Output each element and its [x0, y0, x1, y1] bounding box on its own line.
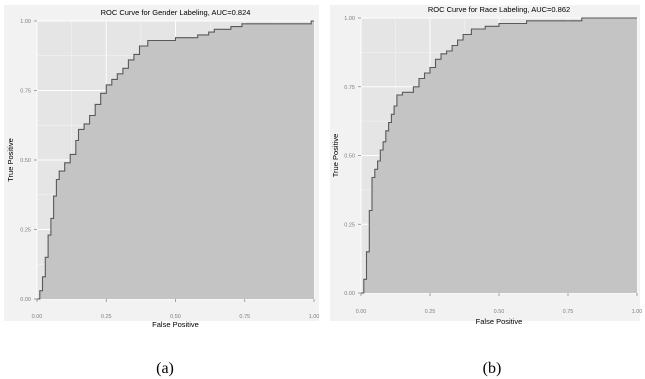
figure-caption: (a) — [156, 360, 174, 377]
chart-gender-roc: 0.00 0.25 0.50 0.75 1.00 0.00 0.25 0.50 0.75 1.00… — [4, 5, 319, 377]
chart-race-roc: 0.00 0.25 0.50 0.75 1.00 0.00 0.25 0.50 0.75 1.00… — [330, 5, 642, 377]
roc-curve — [361, 17, 637, 294]
chart-title: ROC Curve for Race Labeling, AUC=0.862 — [428, 5, 570, 14]
x-tick-label: 0.00 — [356, 309, 367, 315]
x-axis-label: False Positive — [152, 320, 199, 329]
y-tick-label: 1.00 — [20, 19, 31, 25]
x-tick-label: 0.50 — [494, 309, 505, 315]
x-axis-label: False Positive — [476, 317, 523, 326]
roc-area — [361, 18, 637, 293]
y-tick-label: 0.00 — [20, 297, 31, 303]
y-axis-label: True Positive — [331, 134, 340, 178]
y-tick-label: 0.75 — [344, 85, 355, 91]
x-tick-label: 0.75 — [563, 309, 574, 315]
y-tick-label: 0.00 — [344, 291, 355, 297]
y-tick-label: 0.50 — [20, 158, 31, 164]
x-tick-label: 0.00 — [32, 314, 43, 320]
y-tick-label: 0.25 — [20, 228, 31, 234]
roc-area — [37, 21, 314, 299]
x-tick-label: 0.75 — [239, 314, 250, 320]
roc-curve — [37, 20, 314, 300]
chart-title: ROC Curve for Gender Labeling, AUC=0.824 — [101, 8, 251, 17]
x-tick-label: 1.00 — [309, 314, 320, 320]
x-tick-label: 1.00 — [632, 309, 643, 315]
y-tick-label: 0.50 — [344, 154, 355, 160]
y-tick-label: 0.75 — [20, 89, 31, 95]
figure-caption: (b) — [483, 360, 502, 377]
x-tick-label: 0.25 — [101, 314, 112, 320]
y-tick-label: 0.25 — [344, 222, 355, 228]
x-tick-label: 0.25 — [425, 309, 436, 315]
y-tick-label: 1.00 — [344, 16, 355, 22]
y-axis-label: True Positive — [6, 138, 15, 182]
x-tick-label: 0.50 — [170, 314, 181, 320]
